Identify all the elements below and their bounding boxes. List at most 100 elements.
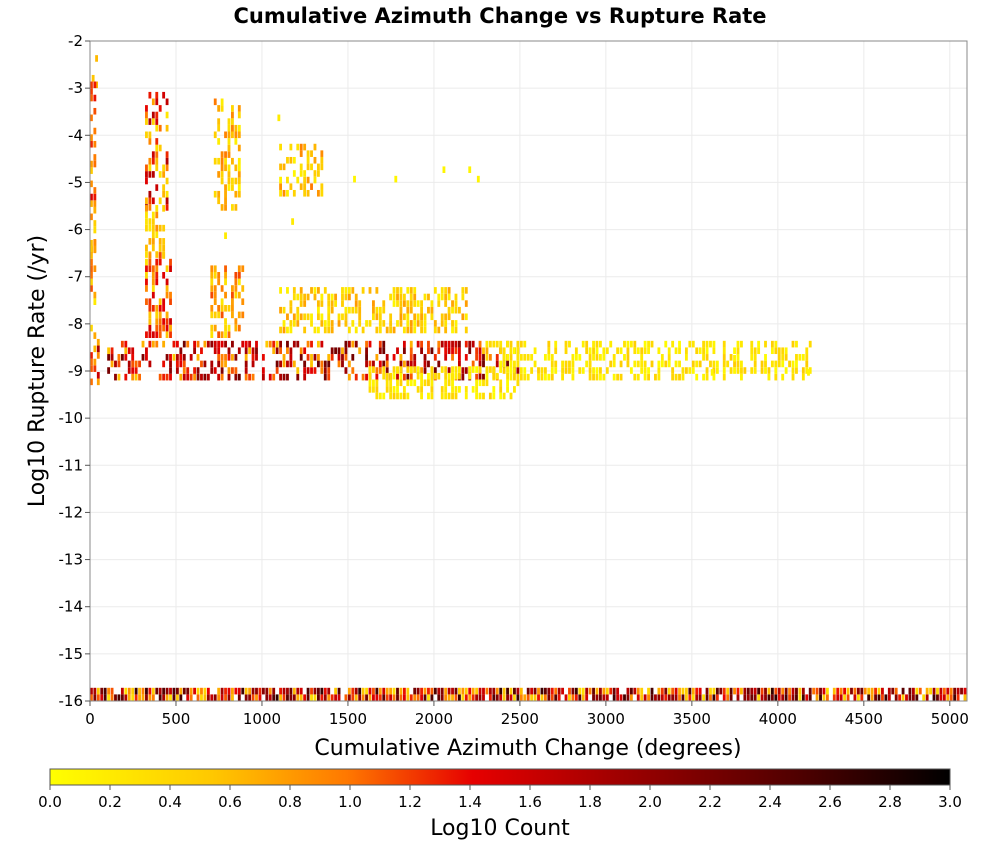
heatmap-cell	[767, 687, 771, 695]
heatmap-cell	[93, 200, 97, 207]
heatmap-cell	[272, 373, 276, 381]
heatmap-cell	[519, 694, 523, 701]
heatmap-cell	[155, 118, 159, 125]
heatmap-cell	[791, 687, 795, 695]
heatmap-cell	[461, 287, 465, 294]
heatmap-cell	[145, 111, 148, 119]
heatmap-cell	[299, 143, 303, 151]
heatmap-cell	[90, 324, 93, 332]
heatmap-cell	[805, 354, 809, 361]
heatmap-cell	[616, 694, 620, 701]
heatmap-cell	[382, 340, 386, 348]
heatmap-cell	[420, 687, 423, 695]
heatmap-cell	[475, 687, 479, 695]
heatmap-cell	[155, 124, 159, 132]
heatmap-cell	[203, 340, 207, 348]
heatmap-cell	[323, 687, 327, 695]
heatmap-cell	[313, 156, 317, 164]
heatmap-cell	[165, 265, 169, 272]
heatmap-cell	[213, 324, 217, 332]
heatmap-cell	[464, 313, 468, 321]
x-axis-ticks: 0 500 1000 1500 2000 2500 3000 3500 4000 4500 5000	[85, 701, 969, 728]
y-tick-label: -13	[59, 551, 84, 569]
heatmap-cell	[795, 340, 798, 348]
heatmap-cell	[358, 320, 362, 327]
heatmap-cell	[409, 306, 413, 314]
heatmap-cell	[158, 694, 162, 701]
heatmap-cell	[282, 354, 286, 361]
heatmap-cell	[93, 345, 97, 353]
colorbar-tick-label: 2.0	[638, 793, 662, 811]
heatmap-cell	[93, 193, 97, 201]
heatmap-cell	[93, 81, 97, 89]
heatmap-cell	[213, 367, 217, 374]
heatmap-cell	[726, 687, 730, 695]
heatmap-cell	[413, 293, 417, 301]
heatmap-cell	[543, 373, 547, 381]
heatmap-cell	[757, 347, 761, 355]
heatmap-cell	[764, 354, 767, 361]
heatmap-cell	[110, 687, 114, 695]
heatmap-cell	[227, 347, 231, 355]
heatmap-cell	[753, 687, 757, 695]
heatmap-cell	[389, 293, 393, 301]
heatmap-cell	[402, 373, 406, 381]
heatmap-cell	[237, 324, 241, 332]
heatmap-cell	[571, 354, 575, 361]
heatmap-cell	[399, 366, 403, 373]
heatmap-cell	[227, 324, 231, 332]
heatmap-cell	[416, 320, 420, 327]
colorbar	[49, 768, 951, 786]
heatmap-cell	[217, 340, 221, 348]
heatmap-cell	[399, 687, 403, 695]
heatmap-cell	[612, 694, 616, 701]
heatmap-cell	[454, 386, 458, 393]
heatmap-cell	[217, 687, 221, 695]
heatmap-cell	[733, 360, 736, 368]
heatmap-cell	[781, 347, 785, 355]
heatmap-cell	[595, 687, 599, 695]
heatmap-cell	[320, 360, 324, 368]
heatmap-cell	[334, 293, 338, 301]
heatmap-cell	[561, 687, 565, 695]
heatmap-cell	[416, 366, 420, 373]
heatmap-cell	[506, 366, 509, 373]
heatmap-cell	[409, 694, 413, 701]
heatmap-cell	[90, 88, 93, 95]
heatmap-cell	[671, 373, 675, 381]
heatmap-cell	[375, 313, 379, 321]
y-tick-label: -5	[68, 173, 83, 191]
heatmap-cell	[705, 373, 709, 381]
heatmap-cell	[296, 176, 300, 184]
heatmap-cell	[165, 177, 169, 185]
heatmap-cell	[399, 392, 403, 400]
heatmap-cell	[702, 340, 706, 348]
heatmap-cell	[764, 367, 767, 374]
heatmap-cell	[148, 204, 152, 211]
heatmap-cell	[303, 360, 307, 368]
heatmap-cell	[148, 331, 152, 338]
heatmap-cell	[279, 183, 282, 190]
heatmap-cell	[96, 687, 100, 695]
colorbar-tick-label: 0.8	[278, 793, 302, 811]
heatmap-cell	[158, 298, 162, 305]
heatmap-cell	[440, 287, 444, 294]
heatmap-cell	[330, 347, 334, 355]
heatmap-cell	[90, 94, 93, 102]
heatmap-cell	[378, 347, 382, 355]
heatmap-cell	[165, 285, 169, 292]
heatmap-cell	[482, 347, 485, 355]
heatmap-cell	[327, 354, 331, 361]
heatmap-cell	[468, 347, 472, 355]
heatmap-cell	[148, 190, 152, 198]
heatmap-cell	[647, 367, 650, 374]
heatmap-cell	[313, 287, 317, 294]
heatmap-cell	[722, 354, 726, 361]
heatmap-cell	[127, 367, 131, 374]
heatmap-cell	[169, 324, 172, 332]
heatmap-cell	[145, 218, 148, 225]
heatmap-cell	[114, 360, 117, 368]
heatmap-cell	[213, 340, 217, 348]
heatmap-cell	[165, 151, 169, 158]
heatmap-cell	[750, 354, 754, 361]
